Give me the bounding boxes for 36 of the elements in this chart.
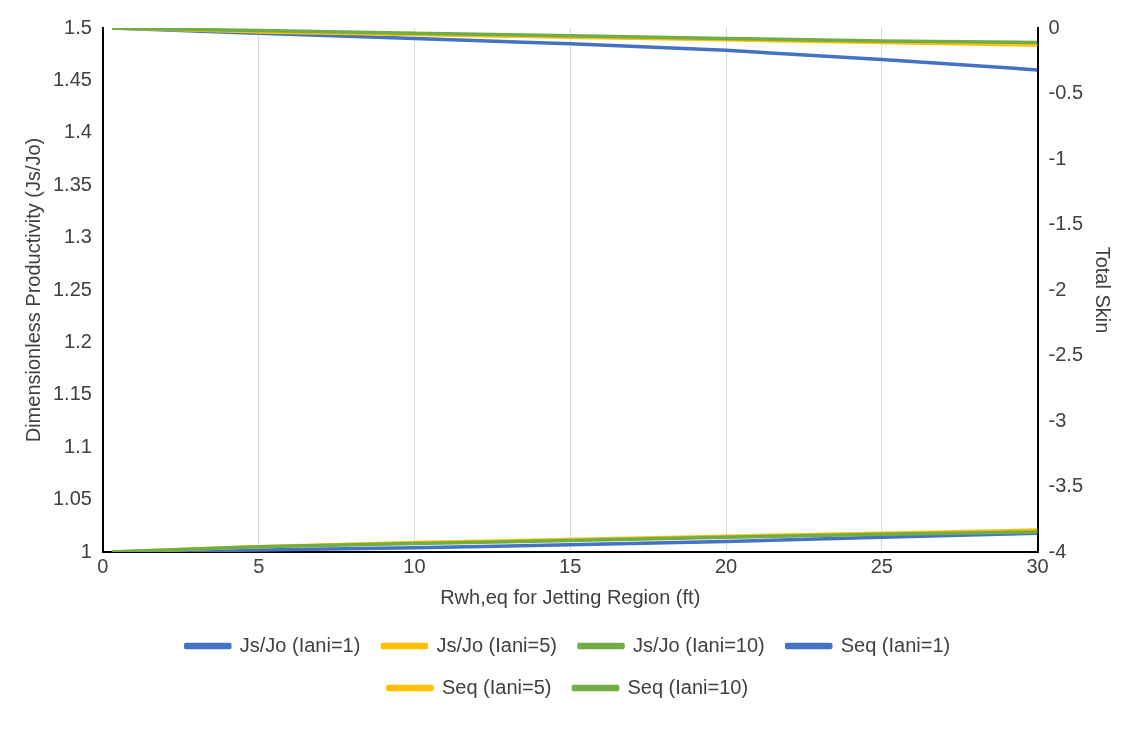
- y2-tick-label: -4: [1048, 539, 1067, 562]
- y-tick-label: 1.2: [64, 329, 92, 352]
- y-tick-label: 1.5: [64, 15, 92, 38]
- y-tick-label: 1.3: [64, 225, 92, 248]
- x-tick-label: 30: [1026, 554, 1049, 577]
- y2-axis-title: Total Skin: [1092, 246, 1115, 334]
- x-tick-label: 0: [97, 554, 109, 577]
- x-tick-label: 5: [253, 554, 265, 577]
- y2-tick-label: -0.5: [1048, 81, 1084, 104]
- y-tick-label: 1: [80, 539, 92, 562]
- y2-tick-label: -1: [1048, 146, 1067, 169]
- legend-label: Js/Jo (Iani=1): [239, 633, 361, 656]
- legend-label: Seq (Iani=1): [840, 633, 951, 656]
- x-tick-label: 20: [714, 554, 738, 577]
- y-tick-label: 1.35: [52, 172, 92, 195]
- x-tick-label: 25: [870, 554, 893, 577]
- y2-tick-label: -3.5: [1048, 474, 1084, 497]
- y-tick-label: 1.45: [52, 67, 92, 90]
- y2-tick-label: -2.5: [1048, 343, 1084, 366]
- y-tick-label: 1.05: [52, 487, 92, 510]
- y-axis-title: Dimensionless Productivity (Js/Jo): [21, 137, 44, 443]
- legend-label: Seq (Iani=10): [627, 675, 749, 698]
- legend-label: Js/Jo (Iani=5): [436, 633, 557, 656]
- y2-tick-label: 0: [1048, 15, 1060, 38]
- x-tick-label: 10: [403, 554, 426, 577]
- y-tick-label: 1.1: [64, 434, 92, 457]
- y2-tick-label: -2: [1048, 277, 1067, 300]
- legend-label: Seq (Iani=5): [441, 675, 552, 698]
- y-tick-label: 1.4: [64, 120, 92, 143]
- y2-tick-label: -3: [1048, 408, 1067, 431]
- y-tick-label: 1.25: [52, 277, 92, 300]
- legend-label: Js/Jo (Iani=10): [632, 633, 765, 656]
- x-tick-label: 15: [559, 554, 582, 577]
- y2-tick-label: -1.5: [1048, 212, 1084, 235]
- y-tick-label: 1.15: [52, 382, 92, 405]
- x-axis-title: Rwh,eq for Jetting Region (ft): [440, 585, 701, 608]
